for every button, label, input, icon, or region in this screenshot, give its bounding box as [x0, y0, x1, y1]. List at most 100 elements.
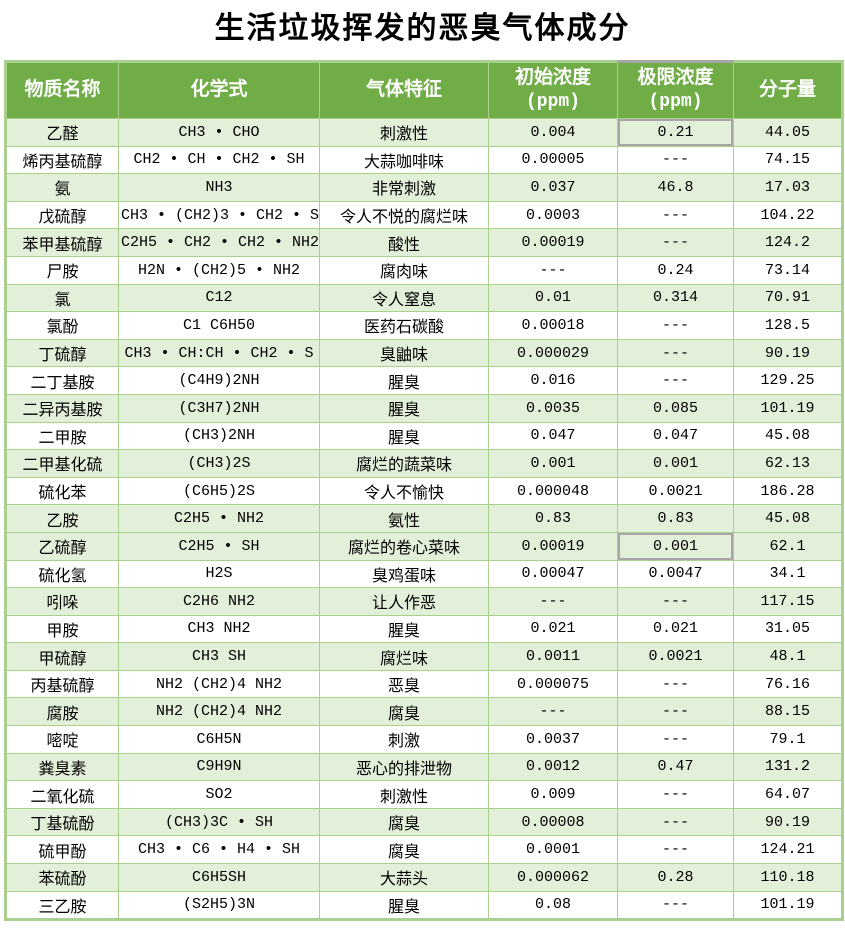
- initial-concentration-cell: 0.000062: [488, 863, 618, 892]
- initial-concentration-cell: 0.0003: [488, 200, 618, 230]
- gas-character-cell: 令人不悦的腐烂味: [319, 200, 489, 230]
- substance-name-cell: 苯硫酚: [5, 863, 119, 892]
- limit-concentration-cell: ---: [617, 311, 734, 340]
- limit-concentration-cell: ---: [617, 669, 734, 699]
- header-label: 极限浓度: [637, 67, 714, 89]
- chemical-formula-cell: (CH3)2NH: [118, 421, 320, 451]
- substance-name-cell: 尸胺: [5, 255, 119, 285]
- substance-name-cell: 丙基硫醇: [5, 669, 119, 699]
- molecular-weight-cell: 124.21: [733, 835, 843, 865]
- initial-concentration-cell: 0.000075: [488, 669, 618, 699]
- odor-gas-table: 物质名称 化学式 气体特征 初始浓度 (ppm) 极限浓度 (ppm) 分子量 乙醛…: [4, 60, 844, 922]
- chemical-formula-cell: CH3 SH: [118, 642, 320, 671]
- header-label: 物质名称: [24, 79, 101, 101]
- header-label: 初始浓度: [514, 67, 591, 89]
- molecular-weight-cell: 62.13: [733, 449, 843, 478]
- header-label: 分子量: [758, 79, 816, 101]
- initial-concentration-cell: 0.0011: [488, 642, 618, 671]
- table-row: 烯丙基硫醇 CH2 • CH • CH2 • SH 大蒜咖啡味 0.00005 …: [5, 145, 843, 175]
- table-row: 丁基硫酚 (CH3)3C • SH 腐臭 0.00008 --- 90.19: [5, 807, 843, 837]
- limit-concentration-cell: 0.0021: [617, 476, 734, 506]
- molecular-weight-cell: 88.15: [733, 697, 843, 727]
- chemical-formula-cell: (S2H5)3N: [118, 890, 320, 921]
- initial-concentration-cell: 0.00008: [488, 807, 618, 837]
- chemical-formula-cell: (C3H7)2NH: [118, 393, 320, 423]
- table-row: 二丁基胺 (C4H9)2NH 腥臭 0.016 --- 129.25: [5, 366, 843, 395]
- molecular-weight-cell: 117.15: [733, 587, 843, 616]
- chemical-formula-cell: (C6H5)2S: [118, 476, 320, 506]
- limit-concentration-cell: 0.21: [617, 118, 734, 147]
- molecular-weight-cell: 48.1: [733, 642, 843, 671]
- gas-character-cell: 臭鼬味: [319, 338, 489, 368]
- molecular-weight-cell: 79.1: [733, 725, 843, 754]
- limit-concentration-cell: ---: [617, 725, 734, 754]
- molecular-weight-cell: 45.08: [733, 504, 843, 533]
- limit-concentration-cell: 0.085: [617, 393, 734, 423]
- substance-name-cell: 硫甲酚: [5, 835, 119, 865]
- initial-concentration-cell: 0.00019: [488, 228, 618, 257]
- gas-character-cell: 腥臭: [319, 366, 489, 395]
- substance-name-cell: 二丁基胺: [5, 366, 119, 395]
- table-row: 戊硫醇 CH3 • (CH2)3 • CH2 • SH 令人不悦的腐烂味 0.0…: [5, 200, 843, 230]
- chemical-formula-cell: NH3: [118, 173, 320, 202]
- molecular-weight-cell: 74.15: [733, 145, 843, 175]
- molecular-weight-cell: 62.1: [733, 531, 843, 561]
- initial-concentration-cell: 0.047: [488, 421, 618, 451]
- substance-name-cell: 硫化氢: [5, 559, 119, 589]
- chemical-formula-cell: C1 C6H50: [118, 311, 320, 340]
- limit-concentration-cell: ---: [617, 780, 734, 809]
- table-row: 硫化苯 (C6H5)2S 令人不愉快 0.000048 0.0021 186.2…: [5, 476, 843, 506]
- gas-character-cell: 腐烂的蔬菜味: [319, 449, 489, 478]
- header-row: 物质名称 化学式 气体特征 初始浓度 (ppm) 极限浓度 (ppm) 分子量: [5, 60, 843, 119]
- substance-name-cell: 氨: [5, 173, 119, 202]
- table-row: 嘧啶 C6H5N 刺激 0.0037 --- 79.1: [5, 725, 843, 754]
- substance-name-cell: 烯丙基硫醇: [5, 145, 119, 175]
- gas-character-cell: 腥臭: [319, 890, 489, 921]
- gas-character-cell: 臭鸡蛋味: [319, 559, 489, 589]
- limit-concentration-cell: ---: [617, 228, 734, 257]
- gas-character-cell: 大蒜头: [319, 863, 489, 892]
- substance-name-cell: 戊硫醇: [5, 200, 119, 230]
- gas-character-cell: 令人窒息: [319, 283, 489, 313]
- gas-character-cell: 让人作恶: [319, 587, 489, 616]
- chemical-formula-cell: C6H5SH: [118, 863, 320, 892]
- gas-character-cell: 腐臭: [319, 835, 489, 865]
- limit-concentration-cell: 0.47: [617, 752, 734, 782]
- molecular-weight-cell: 64.07: [733, 780, 843, 809]
- table-row: 苯硫酚 C6H5SH 大蒜头 0.000062 0.28 110.18: [5, 863, 843, 892]
- table-row: 尸胺 H2N • (CH2)5 • NH2 腐肉味 --- 0.24 73.14: [5, 255, 843, 285]
- molecular-weight-cell: 31.05: [733, 614, 843, 644]
- gas-character-cell: 酸性: [319, 228, 489, 257]
- molecular-weight-cell: 101.19: [733, 890, 843, 921]
- header-unit-label: (ppm): [525, 92, 580, 113]
- substance-name-cell: 二甲胺: [5, 421, 119, 451]
- limit-concentration-cell: 0.314: [617, 283, 734, 313]
- chemical-formula-cell: C2H5 • CH2 • CH2 • NH2: [118, 228, 320, 257]
- substance-name-cell: 乙醛: [5, 118, 119, 147]
- header-label: 化学式: [190, 79, 248, 101]
- header-substance-name: 物质名称: [5, 61, 119, 119]
- limit-concentration-cell: ---: [617, 835, 734, 865]
- gas-character-cell: 腐肉味: [319, 255, 489, 285]
- substance-name-cell: 三乙胺: [5, 890, 119, 921]
- substance-name-cell: 乙胺: [5, 504, 119, 533]
- page-title: 生活垃圾挥发的恶臭气体成分: [214, 12, 631, 45]
- molecular-weight-cell: 124.2: [733, 228, 843, 257]
- limit-concentration-cell: 0.001: [617, 531, 734, 561]
- gas-character-cell: 刺激: [319, 725, 489, 754]
- limit-concentration-cell: ---: [617, 145, 734, 175]
- substance-name-cell: 二氧化硫: [5, 780, 119, 809]
- limit-concentration-cell: 0.28: [617, 863, 734, 892]
- chemical-formula-cell: NH2 (CH2)4 NH2: [118, 669, 320, 699]
- gas-character-cell: 恶心的排泄物: [319, 752, 489, 782]
- limit-concentration-cell: ---: [617, 587, 734, 616]
- initial-concentration-cell: 0.001: [488, 449, 618, 478]
- substance-name-cell: 丁硫醇: [5, 338, 119, 368]
- header-unit-label: (ppm): [648, 92, 703, 113]
- initial-concentration-cell: 0.83: [488, 504, 618, 533]
- chemical-formula-cell: CH3 • (CH2)3 • CH2 • SH: [118, 200, 320, 230]
- molecular-weight-cell: 34.1: [733, 559, 843, 589]
- table-row: 甲硫醇 CH3 SH 腐烂味 0.0011 0.0021 48.1: [5, 642, 843, 671]
- table-row: 丙基硫醇 NH2 (CH2)4 NH2 恶臭 0.000075 --- 76.1…: [5, 669, 843, 699]
- limit-concentration-cell: 0.021: [617, 614, 734, 644]
